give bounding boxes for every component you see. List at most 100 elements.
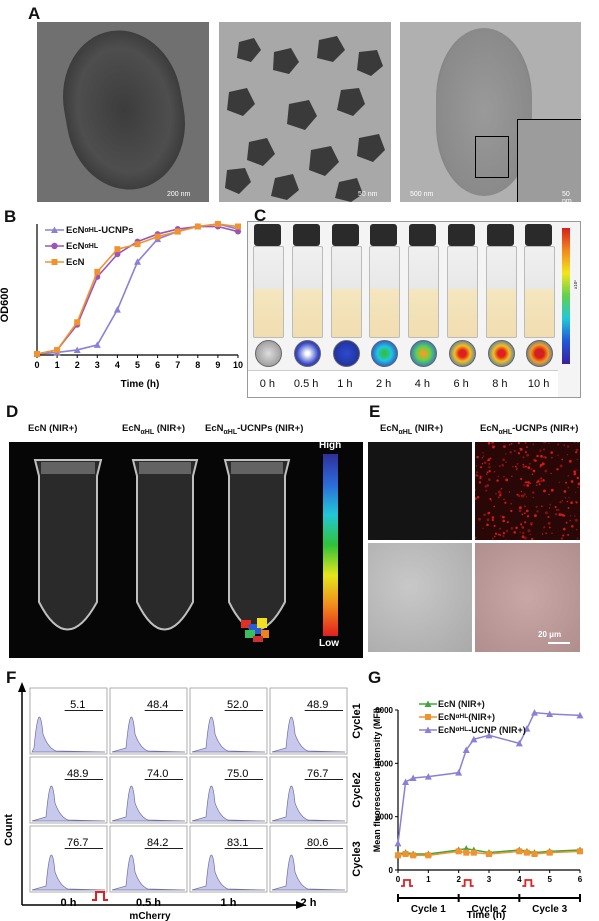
histogram-curve [191, 854, 266, 891]
data-point [395, 852, 401, 859]
time-label: 2 h [375, 378, 392, 390]
data-point [410, 852, 417, 859]
vial [524, 224, 556, 368]
legend-item: EcN αHL -UCNP (NIR+) [418, 723, 526, 736]
scale-bar-label: 50 nm [358, 191, 378, 198]
data-point [531, 851, 538, 857]
fluorescent-cell [505, 461, 507, 463]
data-point [402, 851, 409, 857]
data-point [425, 852, 432, 859]
gate-percentage: 83.1 [227, 837, 248, 849]
histogram-curve [111, 854, 186, 891]
gate-percentage: 48.9 [67, 768, 88, 780]
fluorescent-cell [485, 489, 488, 492]
histogram-curve [31, 854, 106, 891]
fluorescent-cell [522, 465, 526, 468]
fluorescent-cell [549, 503, 552, 506]
fluorescent-cell [473, 488, 477, 491]
fluorescent-cell [510, 527, 514, 530]
fluorescent-cell [526, 453, 529, 457]
fluorescent-cell [563, 490, 567, 493]
fluorescent-cell [503, 445, 506, 448]
fluorescent-cell [576, 476, 580, 480]
fluorescent-cell [527, 466, 531, 470]
fluorescent-cell [476, 495, 480, 499]
fluorescent-cell [573, 470, 577, 474]
fluorescent-cell [548, 507, 551, 509]
gate-percentage: 5.1 [70, 699, 85, 711]
scale-low-label: Low [319, 638, 339, 649]
fluorescent-cell [532, 443, 535, 446]
chart-b-legend: EcN αHL -UCNPs EcN αHL EcN [44, 222, 134, 270]
fluorescent-cell [523, 536, 527, 540]
cycle-label: Cycle1 [351, 703, 363, 738]
tube-image: High Low [9, 440, 363, 658]
histogram-panel [269, 756, 348, 824]
colorbar-unit: x10⁶ [573, 279, 579, 290]
histogram-curve [31, 716, 106, 753]
fluorescent-cell [478, 517, 481, 521]
fluorescent-cell [502, 515, 505, 519]
fluorescent-cell [522, 531, 525, 535]
fluorescent-cell [483, 513, 486, 517]
x-tick-label: 6 [578, 875, 583, 884]
data-point [94, 268, 101, 275]
y-tick-label: 6000 [375, 706, 393, 715]
data-point [113, 306, 121, 313]
fluorescent-cell [497, 496, 500, 499]
histogram-curve [271, 716, 346, 753]
legend-item: EcN [44, 254, 134, 270]
fluorescent-cell [489, 457, 492, 460]
fluorescent-cell [520, 495, 523, 497]
legend-item: EcN (NIR+) [418, 697, 526, 710]
fluorescent-cell [544, 511, 548, 515]
histogram-curve [191, 785, 266, 822]
fluorescent-cell [568, 497, 570, 499]
fluorescent-cell [526, 484, 530, 487]
fluorescent-cell [475, 465, 478, 467]
fluorescent-cell [565, 521, 568, 524]
data-point [114, 246, 121, 253]
gate-percentage: 48.4 [147, 699, 168, 711]
fluorescent-cell [491, 516, 495, 519]
fluorescent-cell [558, 481, 560, 484]
fluorescent-cell [521, 494, 525, 498]
fluorescent-cell [556, 468, 559, 471]
fluorescent-cell [542, 455, 546, 459]
legend-item: EcN αHL [44, 238, 134, 254]
fluorescent-cell [566, 500, 569, 503]
cycle-label: Cycle2 [351, 772, 363, 807]
fluorescent-cell [517, 441, 521, 445]
fluorescent-cell [523, 484, 526, 487]
fluorescent-cell [493, 535, 496, 538]
fluorescent-cell [524, 451, 527, 454]
x-tick-label: 10 [233, 360, 243, 370]
fluorescent-cell [567, 486, 570, 489]
fluorescent-cell [505, 539, 507, 541]
histogram-panel [269, 687, 348, 755]
fluorescent-cell [543, 489, 546, 493]
y-tick-label: 0 [389, 866, 394, 875]
fluorescent-cell [516, 493, 519, 496]
fluorescent-cell [481, 462, 484, 465]
fluorescent-cell [508, 491, 511, 493]
histogram-panel [109, 756, 188, 824]
time-label: 4 h [414, 378, 431, 390]
legend-item: EcN αHL -UCNPs [44, 222, 134, 238]
data-point [54, 346, 61, 353]
panel-label-c: C [254, 206, 267, 225]
fluorescent-cell [497, 475, 500, 478]
fluorescent-cell [531, 473, 534, 476]
fluorescent-cell [574, 518, 578, 522]
fluorescent-cell [527, 481, 530, 484]
panel-label-e: E [369, 402, 381, 421]
x-tick-label: 1 [55, 360, 60, 370]
intensity-colorbar [323, 454, 338, 636]
gate-percentage: 74.0 [147, 768, 168, 780]
fluorescent-cell [527, 529, 531, 533]
fluorescent-cell [493, 471, 496, 473]
fluorescent-cell [571, 525, 574, 528]
fluorescent-cell [554, 512, 558, 516]
fluorescent-cell [542, 479, 545, 482]
gate-percentage: 76.7 [67, 837, 88, 849]
